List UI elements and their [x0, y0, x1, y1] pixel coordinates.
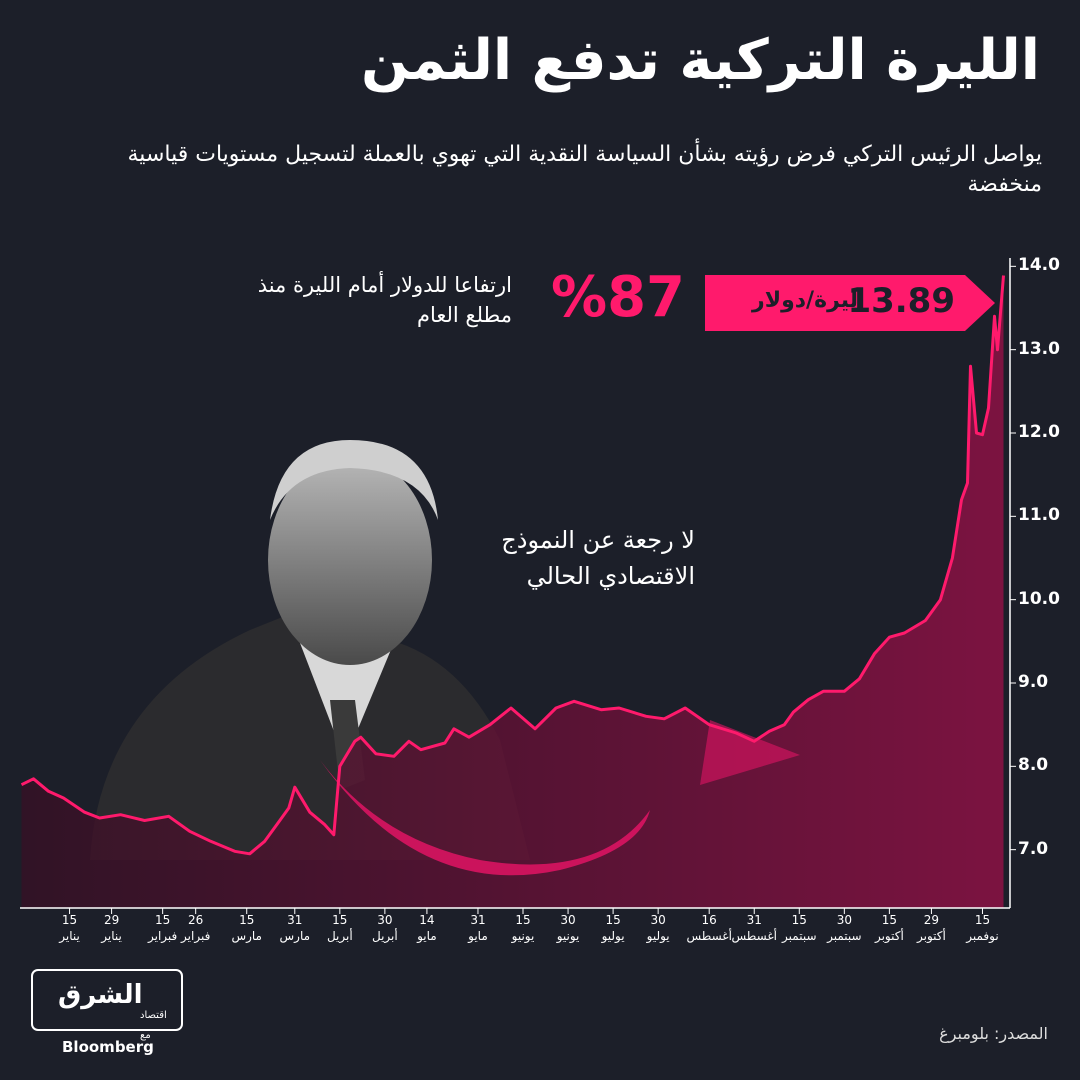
value-callout	[705, 275, 995, 331]
x-tick-label: 15 فبراير	[148, 913, 178, 943]
y-tick-label: 13.0	[1018, 338, 1060, 359]
y-tick-label: 9.0	[1018, 672, 1049, 692]
y-tick-label: 10.0	[1018, 588, 1060, 609]
x-tick-label: 30 يونيو	[556, 913, 580, 943]
y-tick-label: 14.0	[1018, 255, 1060, 276]
x-tick-label: 30 يوليو	[646, 913, 670, 943]
x-tick-label: 31 مارس	[279, 913, 311, 943]
x-tick-label: 30 سبتمبر	[827, 913, 862, 943]
x-tick-label: 31 مايو	[468, 913, 488, 943]
x-tick-label: 15 سبتمبر	[782, 913, 817, 943]
change-text: ارتفاعا للدولار أمام الليرة منذ مطلع الع…	[257, 273, 512, 327]
x-tick-label: 15 يناير	[59, 913, 80, 943]
x-tick-label: 30 أبريل	[371, 913, 398, 943]
logo-with: مع	[140, 1030, 151, 1041]
x-tick-label: 15 أكتوبر	[874, 913, 904, 943]
change: %87	[550, 265, 685, 330]
last-unit: ليرة/دولار	[752, 288, 858, 313]
x-tick-label: 15 نوفمبر	[966, 913, 999, 943]
x-tick-label: 26 فبراير	[181, 913, 211, 943]
y-tick-label: 12.0	[1018, 422, 1060, 442]
x-tick-label: 15 يوليو	[601, 913, 625, 943]
x-tick-label: 29 يناير	[101, 913, 122, 943]
quote: لا رجعة عن النموذج الاقتصادي الحالي	[501, 526, 695, 590]
x-tick-label: 14 مايو	[417, 913, 437, 943]
y-tick-label: 8.0	[1018, 755, 1049, 776]
x-tick-label: 31 أغسطس	[731, 913, 777, 943]
logo-sub: اقتصاد	[140, 1010, 167, 1021]
y-tick-label: 11.0	[1018, 505, 1060, 526]
logo-partner: Bloomberg	[62, 1038, 154, 1056]
x-tick-label: 16 أغسطس	[686, 913, 732, 943]
logo-box	[31, 969, 183, 1031]
x-tick-label: 15 يونيو	[511, 913, 535, 943]
last-value: 13.89	[847, 281, 955, 321]
subtitle: يواصل الرئيس التركي فرض رؤيته بشأن السيا…	[127, 142, 1042, 197]
x-tick-label: 29 أكتوبر	[917, 913, 946, 943]
star	[700, 720, 800, 785]
x-tick-label: 15 أبريل	[326, 913, 353, 943]
title: الليرة التركية تدفع الثمن	[361, 28, 1040, 93]
source: المصدر: بلومبرغ	[939, 1024, 1048, 1043]
y-tick-label: 7.0	[1018, 838, 1049, 859]
x-tick-label: 15 مارس	[231, 913, 262, 943]
logo-name: الشرق	[58, 980, 143, 1010]
line	[20, 275, 1005, 856]
